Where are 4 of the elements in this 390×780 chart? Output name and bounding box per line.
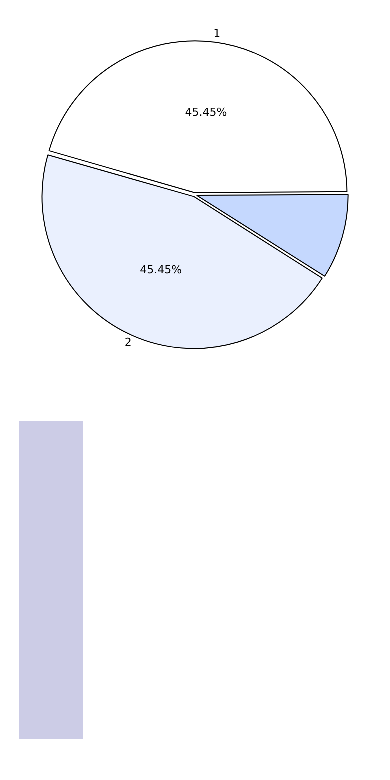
slice-label: 2 [124,336,132,350]
data-label: 45.45% [185,106,228,119]
slice-label: 1 [214,26,221,40]
data-label: 45.45% [140,263,182,276]
